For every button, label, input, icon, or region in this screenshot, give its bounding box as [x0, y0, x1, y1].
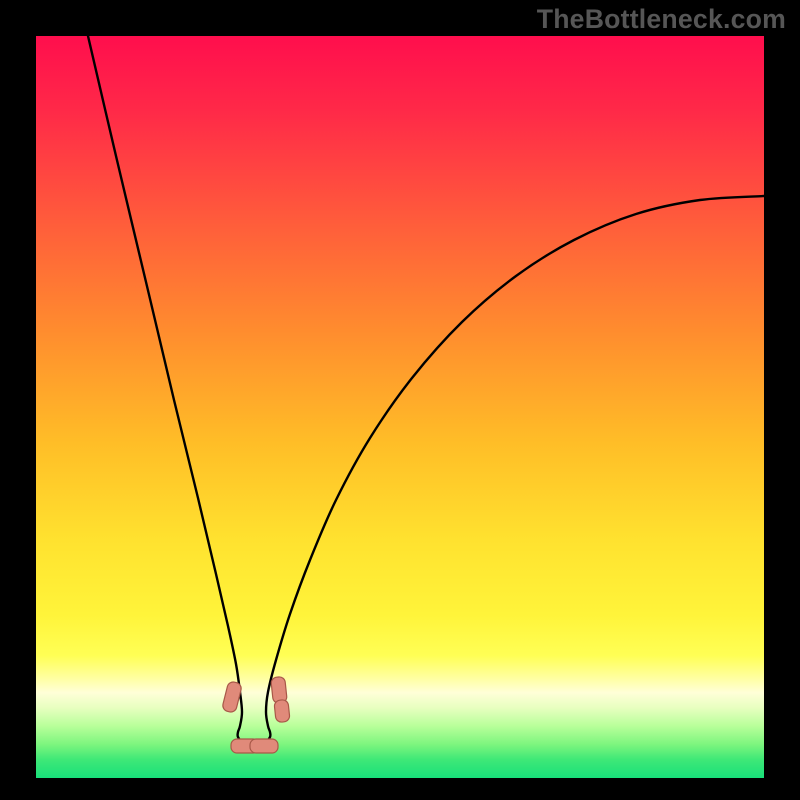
- bottleneck-marker: [271, 676, 288, 703]
- bottleneck-marker: [274, 699, 290, 722]
- watermark-label: TheBottleneck.com: [537, 4, 786, 35]
- bottleneck-marker: [250, 739, 278, 753]
- plot-background: [36, 36, 764, 778]
- bottleneck-chart: [0, 0, 800, 800]
- stage: TheBottleneck.com: [0, 0, 800, 800]
